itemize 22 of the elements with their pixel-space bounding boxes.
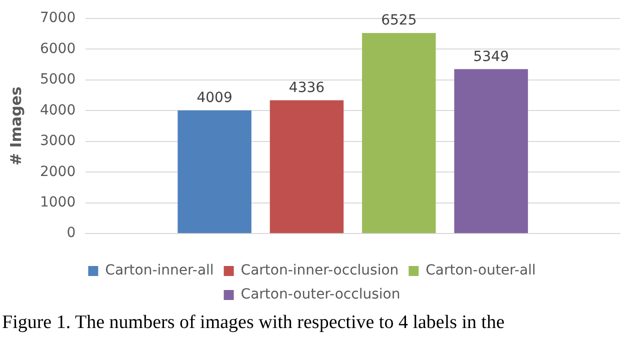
y-tick-label: 5000 bbox=[40, 72, 76, 88]
legend-label: Carton-inner-occlusion bbox=[240, 262, 399, 279]
bar bbox=[454, 69, 528, 234]
y-tick-label: 7000 bbox=[40, 10, 76, 26]
bar bbox=[270, 100, 344, 234]
y-tick-label: 2000 bbox=[40, 164, 76, 180]
caption: Figure 1. The numbers of images with respective to 4 labels in the bbox=[2, 312, 506, 334]
y-axis-title: # Images bbox=[6, 86, 25, 166]
bar bbox=[362, 33, 436, 234]
data-label: 6525 bbox=[381, 12, 417, 29]
y-tick-label: 4000 bbox=[40, 102, 76, 118]
data-label: 4336 bbox=[288, 80, 325, 96]
y-tick-label: 1000 bbox=[40, 194, 76, 210]
legend-label: Carton-inner-all bbox=[105, 262, 214, 279]
legend-label: Carton-outer-all bbox=[426, 262, 536, 279]
legend-label: Carton-outer-occlusion bbox=[240, 286, 400, 303]
y-tick-label: 3000 bbox=[40, 133, 76, 150]
bar bbox=[178, 110, 252, 234]
y-tick-label: 0 bbox=[66, 225, 76, 242]
y-tick-label: 6000 bbox=[40, 40, 76, 57]
data-label: 4009 bbox=[196, 90, 232, 106]
data-label: 5349 bbox=[473, 48, 509, 65]
